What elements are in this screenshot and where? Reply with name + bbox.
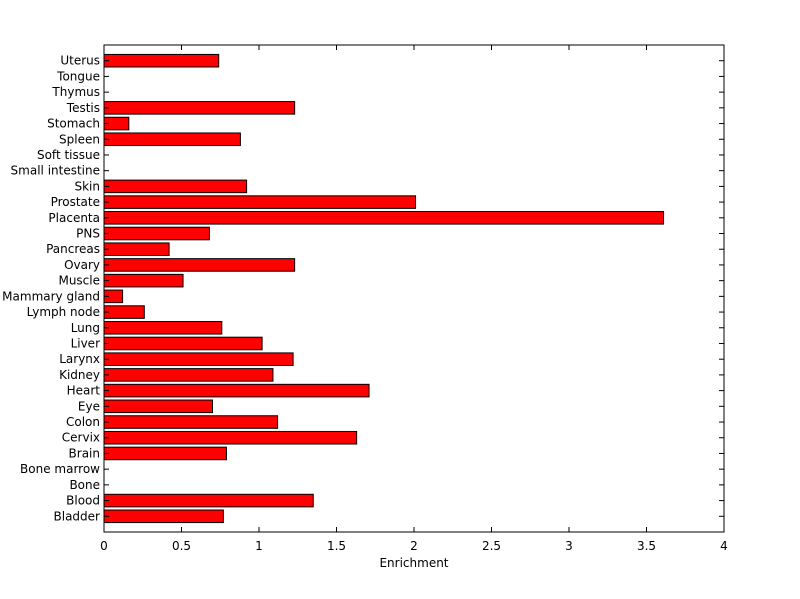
y-tick-label: Bladder: [54, 509, 101, 523]
x-axis-label: Enrichment: [379, 556, 448, 570]
y-tick-label: Prostate: [51, 195, 100, 209]
y-tick-label: Colon: [66, 415, 100, 429]
y-tick-label: Cervix: [62, 431, 100, 445]
bar-pns: [103, 226, 210, 241]
bar-uterus: [103, 53, 220, 68]
y-tick-label: Heart: [67, 384, 101, 398]
y-tick-label: Tongue: [56, 69, 100, 83]
bar-group: [103, 53, 665, 524]
bar-lung: [103, 320, 223, 335]
bar-pancreas: [103, 242, 170, 257]
x-tick-label: 1: [255, 539, 263, 553]
bar-lymph-node: [103, 305, 145, 319]
y-tick-label: Lymph node: [27, 305, 100, 319]
bar-bladder: [103, 509, 224, 524]
y-tick-label: Muscle: [58, 274, 100, 288]
y-tick-label: Liver: [71, 336, 101, 350]
y-tick-label: Spleen: [59, 132, 100, 146]
bar-skin: [103, 179, 248, 194]
x-tick-labels: 0 0.5 1 1.5 2 2.5 3 3.5 4: [100, 539, 728, 553]
y-tick-label: Small intestine: [11, 164, 100, 178]
x-tick-label: 0.5: [172, 539, 191, 553]
bar-prostate: [103, 195, 417, 209]
bar-liver: [103, 336, 263, 351]
y-tick-label: Blood: [66, 494, 100, 508]
x-tick-label: 3: [565, 539, 573, 553]
y-tick-label: PNS: [76, 227, 100, 241]
y-tick-label: Thymus: [51, 85, 100, 99]
y-tick-label: Larynx: [59, 352, 100, 366]
x-tick-label: 2: [410, 539, 418, 553]
bar-larynx: [103, 352, 294, 366]
x-tick-label: 2.5: [482, 539, 501, 553]
bar-testis: [103, 101, 296, 115]
y-tick-label: Mammary gland: [2, 289, 100, 303]
bar-spleen: [103, 132, 241, 147]
bar-muscle: [103, 273, 184, 288]
y-tick-label: Stomach: [47, 117, 100, 131]
bar-eye: [103, 399, 213, 414]
y-tick-label: Pancreas: [46, 242, 100, 256]
bar-colon: [103, 415, 279, 429]
bar-heart: [103, 383, 370, 398]
y-tick-label: Testis: [66, 101, 100, 115]
bar-placenta: [103, 211, 665, 225]
y-tick-label: Placenta: [48, 211, 100, 225]
y-tick-label: Bone marrow: [20, 462, 100, 476]
y-tick-label: Kidney: [59, 368, 100, 382]
y-tick-label: Soft tissue: [37, 148, 100, 162]
bar-ovary: [103, 258, 296, 272]
tick-group: [103, 45, 725, 532]
y-tick-label: Bone: [69, 478, 100, 492]
x-tick-label: 4: [720, 539, 728, 553]
y-tick-label: Skin: [74, 179, 100, 193]
bar-kidney: [103, 368, 274, 382]
bar-brain: [103, 446, 227, 461]
y-tick-label: Uterus: [60, 54, 100, 68]
y-tick-label: Brain: [69, 446, 100, 460]
y-tick-label: Ovary: [64, 258, 100, 272]
y-tick-label: Lung: [71, 321, 100, 335]
bar-blood: [103, 493, 314, 508]
bar-cervix: [103, 430, 358, 445]
x-tick-label: 1.5: [327, 539, 346, 553]
y-tick-label: Eye: [78, 399, 100, 413]
x-tick-label: 0: [100, 539, 108, 553]
x-tick-label: 3.5: [637, 539, 656, 553]
